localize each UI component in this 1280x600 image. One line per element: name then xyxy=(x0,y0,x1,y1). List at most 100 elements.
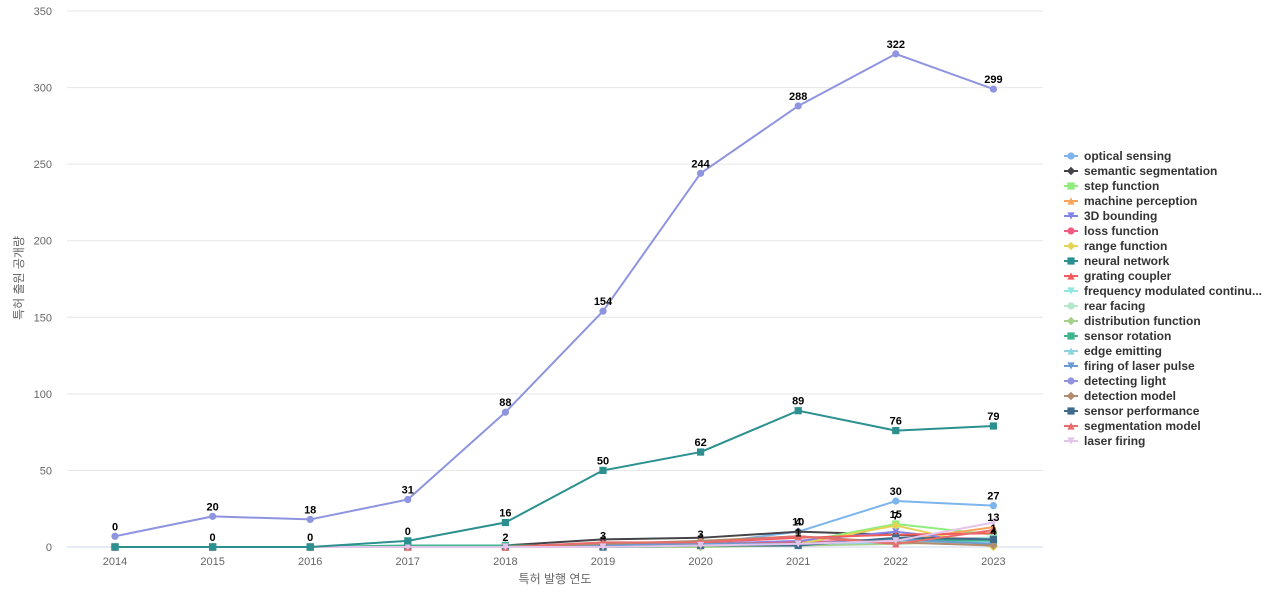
legend-marker xyxy=(1067,272,1075,280)
data-label: 27 xyxy=(987,491,999,503)
y-axis-title: 특허 출원 공개량 xyxy=(12,236,26,320)
data-label: 0 xyxy=(112,521,118,533)
legend-label: distribution function xyxy=(1084,314,1201,328)
legend-marker xyxy=(1066,316,1076,326)
data-point xyxy=(794,540,802,548)
legend-item[interactable]: frequency modulated continu... xyxy=(1064,284,1262,298)
legend-item[interactable]: detection model xyxy=(1064,389,1176,403)
data-label: 3 xyxy=(600,530,606,542)
legend-item[interactable]: laser firing xyxy=(1064,434,1145,448)
legend-label: segmentation model xyxy=(1084,419,1201,433)
data-point xyxy=(794,527,803,536)
legend-marker xyxy=(1067,182,1075,190)
x-tick-label: 2022 xyxy=(884,556,908,568)
data-label: 1 xyxy=(990,523,996,535)
y-axis-ticks: 0 50 100 150 200 250 300 350 xyxy=(34,6,52,554)
data-point xyxy=(501,543,509,551)
series-neural-network xyxy=(111,407,997,551)
legend-label: edge emitting xyxy=(1084,344,1162,358)
legend-label: laser firing xyxy=(1084,434,1145,448)
legend-label: grating coupler xyxy=(1084,269,1172,283)
data-point xyxy=(989,85,998,93)
legend-marker xyxy=(1067,362,1075,370)
data-point xyxy=(989,518,997,527)
legend-item[interactable]: edge emitting xyxy=(1064,344,1162,358)
legend-label: machine perception xyxy=(1084,194,1197,208)
legend-marker xyxy=(1067,257,1075,265)
legend-item[interactable]: neural network xyxy=(1064,254,1170,268)
data-point xyxy=(989,535,997,543)
legend-marker xyxy=(1067,332,1075,340)
legend-label: sensor rotation xyxy=(1084,329,1171,343)
x-tick-label: 2023 xyxy=(981,556,1005,568)
legend-item[interactable]: optical sensing xyxy=(1064,149,1171,163)
data-point xyxy=(599,307,607,315)
legend-label: optical sensing xyxy=(1084,149,1171,163)
data-label: 89 xyxy=(792,396,804,408)
y-tick-label: 300 xyxy=(34,83,52,95)
legend-label: semantic segmentation xyxy=(1084,164,1217,178)
legend-label: range function xyxy=(1084,239,1167,253)
legend-item[interactable]: loss function xyxy=(1064,224,1159,238)
data-point xyxy=(989,541,998,550)
legend-item[interactable]: detecting light xyxy=(1064,374,1166,388)
legend-marker xyxy=(1067,347,1075,355)
data-point xyxy=(404,495,412,504)
legend-item[interactable]: firing of laser pulse xyxy=(1064,359,1195,373)
legend-item[interactable]: rear facing xyxy=(1064,299,1145,313)
x-axis-title: 특허 발행 연도 xyxy=(519,571,592,586)
legend-marker xyxy=(1067,197,1075,205)
data-label: 1 xyxy=(795,527,801,539)
data-point xyxy=(697,448,705,456)
legend-item[interactable]: 3D bounding xyxy=(1064,209,1157,223)
data-label: 2 xyxy=(502,532,508,544)
data-label: 10 xyxy=(792,517,804,529)
data-point xyxy=(501,518,509,527)
legend-marker xyxy=(1067,302,1075,310)
data-point xyxy=(209,543,217,551)
data-point xyxy=(989,502,998,510)
legend-item[interactable]: machine perception xyxy=(1064,194,1197,208)
legend-item[interactable]: sensor performance xyxy=(1064,404,1200,418)
legend-marker xyxy=(1067,287,1075,295)
data-label: 15 xyxy=(890,509,902,521)
legend-marker xyxy=(1067,437,1075,445)
data-point xyxy=(892,537,900,545)
data-point xyxy=(989,422,997,430)
legend-item[interactable]: step function xyxy=(1064,179,1159,193)
data-point xyxy=(892,497,900,505)
legend-label: neural network xyxy=(1084,254,1170,268)
y-tick-label: 350 xyxy=(34,6,52,18)
y-tick-label: 0 xyxy=(46,542,52,554)
legend-item[interactable]: semantic segmentation xyxy=(1064,164,1217,178)
data-point xyxy=(697,541,705,550)
data-point xyxy=(404,537,412,545)
legend-item[interactable]: sensor rotation xyxy=(1064,329,1171,343)
data-label: 16 xyxy=(499,507,511,519)
legend-item[interactable]: grating coupler xyxy=(1064,269,1172,283)
data-label: 31 xyxy=(402,485,414,497)
legend-marker xyxy=(1066,391,1076,401)
legend-item[interactable]: range function xyxy=(1064,239,1167,253)
legend-item[interactable]: segmentation model xyxy=(1064,419,1201,433)
data-label: 299 xyxy=(984,74,1002,86)
legend-marker xyxy=(1067,377,1075,385)
data-point xyxy=(501,408,509,416)
data-point xyxy=(599,543,607,551)
x-tick-label: 2016 xyxy=(298,556,322,568)
data-point xyxy=(892,427,900,435)
x-tick-label: 2014 xyxy=(103,556,127,568)
y-tick-label: 50 xyxy=(40,465,52,477)
data-point xyxy=(111,543,119,551)
x-tick-label: 2017 xyxy=(396,556,420,568)
data-label: 154 xyxy=(594,296,613,308)
data-label: 62 xyxy=(694,437,706,449)
legend-label: step function xyxy=(1084,179,1159,193)
data-point xyxy=(306,515,314,524)
legend-label: firing of laser pulse xyxy=(1084,359,1195,373)
legend-item[interactable]: distribution function xyxy=(1064,314,1201,328)
data-label: 50 xyxy=(597,455,609,467)
legend-marker xyxy=(1066,166,1076,176)
data-label: 13 xyxy=(987,512,999,524)
